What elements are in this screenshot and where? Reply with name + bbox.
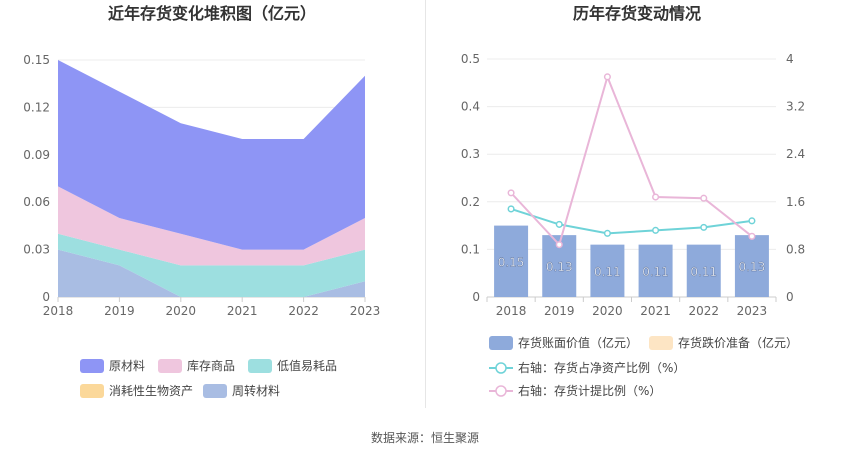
area-x-tick-label: 2021 <box>227 304 258 318</box>
bar-x-tick-label: 2019 <box>544 304 575 318</box>
inventory-bar <box>590 244 625 297</box>
bar-y-right-tick-label: 0 <box>786 290 794 304</box>
inventory-bar-label: 0.11 <box>642 265 669 279</box>
bar-x-tick-label: 2020 <box>592 304 623 318</box>
inventory-bar <box>734 235 769 297</box>
area-y-tick-label: 0.15 <box>23 53 50 67</box>
area-legend-swatch <box>80 359 104 373</box>
inventory-bar-label: 0.13 <box>739 260 766 274</box>
area-legend-label: 低值易耗品 <box>277 358 337 373</box>
impairment-legend-swatch <box>649 336 673 350</box>
line-point-1 <box>700 194 708 202</box>
area-x-tick-label: 2023 <box>350 304 381 318</box>
inventory-bar-label: 0.11 <box>690 265 717 279</box>
area-y-tick-label: 0.03 <box>23 243 50 257</box>
bar-y-left-tick-label: 0 <box>472 290 480 304</box>
bar-y-right-tick-label: 2.4 <box>786 147 805 161</box>
line-series-1 <box>510 73 753 247</box>
inventory-bar <box>494 225 529 297</box>
bar-x-tick-label: 2023 <box>737 304 768 318</box>
area-x-tick-label: 2020 <box>166 304 197 318</box>
line-point-0 <box>652 226 660 234</box>
bar-chart-title: 历年存货变动情况 <box>573 4 701 23</box>
line-point-0 <box>700 223 708 231</box>
line-point-1 <box>748 232 756 240</box>
area-series-4 <box>58 60 365 250</box>
area-y-tick-label: 0.12 <box>23 100 50 114</box>
line-series-0 <box>510 207 753 235</box>
area-x-tick-label: 2022 <box>288 304 319 318</box>
area-legend-swatch <box>203 384 227 398</box>
bar-x-tick-label: 2022 <box>688 304 719 318</box>
area-chart-title: 近年存货变化堆积图（亿元） <box>108 4 316 23</box>
area-legend-label: 消耗性生物资产 <box>109 384 193 398</box>
area-y-tick-label: 0 <box>42 290 50 304</box>
area-series-3 <box>58 186 365 266</box>
inventory-bar-label: 0.13 <box>546 260 573 274</box>
bar-y-left-tick-label: 0.4 <box>461 100 480 114</box>
bar-x-tick-label: 2018 <box>496 304 527 318</box>
line-point-0 <box>603 229 611 237</box>
area-legend-swatch <box>80 384 104 398</box>
bar-x-tick-label: 2021 <box>640 304 671 318</box>
line-point-1 <box>652 193 660 201</box>
data-source: 数据来源：恒生聚源 <box>370 431 479 445</box>
line-legend-marker <box>495 362 507 374</box>
area-y-tick-label: 0.09 <box>23 148 50 162</box>
area-legend-swatch <box>248 359 272 373</box>
area-legend-swatch <box>158 359 182 373</box>
bar-y-left-tick-label: 0.2 <box>461 195 480 209</box>
bar-legend-swatch <box>489 336 513 350</box>
bar-y-right-tick-label: 0.8 <box>786 242 805 256</box>
line-legend-marker <box>495 385 507 397</box>
bar-y-right-tick-label: 1.6 <box>786 195 805 209</box>
inventory-bar-label: 0.11 <box>594 265 621 279</box>
line-point-0 <box>555 220 563 228</box>
panel-divider <box>425 0 426 408</box>
inventory-bar <box>638 244 673 297</box>
bar-y-left-tick-label: 0.3 <box>461 147 480 161</box>
line-point-0 <box>748 217 756 225</box>
area-legend-label: 周转材料 <box>232 383 280 398</box>
area-y-tick-label: 0.06 <box>23 195 50 209</box>
bar-y-left-tick-label: 0.5 <box>461 52 480 66</box>
area-x-tick-label: 2018 <box>43 304 74 318</box>
line-point-1 <box>603 73 611 81</box>
area-legend-label: 原材料 <box>109 359 145 373</box>
line-legend-label: 右轴：存货占净资产比例（%） <box>518 360 685 375</box>
area-legend-label: 库存商品 <box>187 358 235 373</box>
inventory-bar <box>686 244 721 297</box>
line-point-1 <box>507 189 515 197</box>
inventory-bar-label: 0.15 <box>498 255 525 269</box>
line-legend-label: 右轴：存货计提比例（%） <box>518 383 661 398</box>
bar-y-right-tick-label: 4 <box>786 52 794 66</box>
impairment-legend-label: 存货跌价准备（亿元） <box>678 335 798 350</box>
line-point-1 <box>555 241 563 249</box>
area-series-0 <box>58 249 365 297</box>
area-x-tick-label: 2019 <box>104 304 135 318</box>
bar-y-right-tick-label: 3.2 <box>786 100 805 114</box>
bar-y-left-tick-label: 0.1 <box>461 242 480 256</box>
line-point-0 <box>507 205 515 213</box>
bar-legend-label: 存货账面价值（亿元） <box>518 335 638 350</box>
